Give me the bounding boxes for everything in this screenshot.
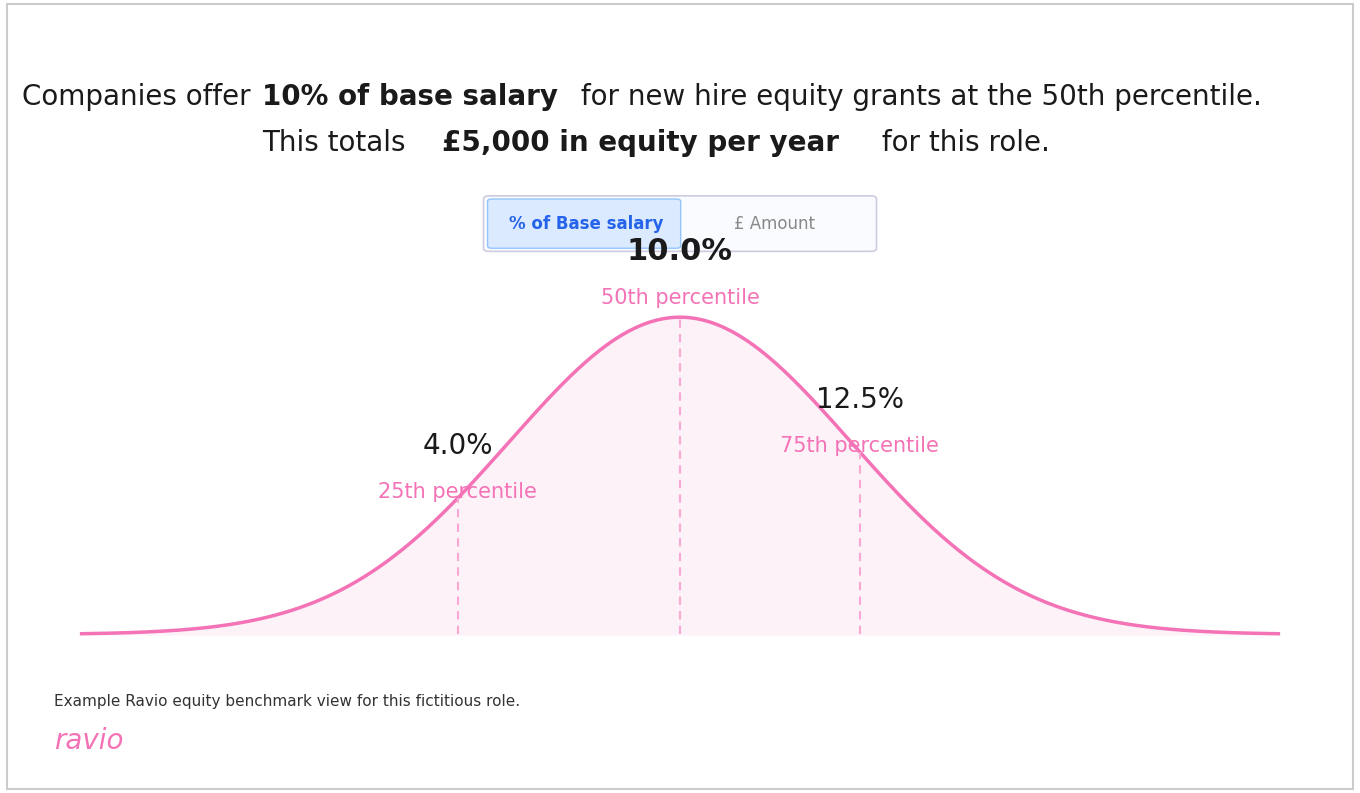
Text: 10.0%: 10.0% [627, 236, 733, 266]
Text: 4.0%: 4.0% [423, 432, 492, 460]
Text: for this role.: for this role. [873, 128, 1050, 157]
Text: ravio: ravio [54, 727, 124, 756]
Text: 25th percentile: 25th percentile [378, 482, 537, 502]
Text: 75th percentile: 75th percentile [781, 435, 938, 456]
FancyBboxPatch shape [487, 199, 680, 248]
Text: £ Amount: £ Amount [733, 215, 815, 232]
Text: This totals: This totals [262, 128, 415, 157]
Text: 12.5%: 12.5% [816, 385, 903, 414]
Text: Companies offer: Companies offer [23, 82, 260, 111]
Text: % of Base salary: % of Base salary [509, 215, 664, 232]
Text: Example Ravio equity benchmark view for this fictitious role.: Example Ravio equity benchmark view for … [54, 695, 521, 709]
Text: £5,000 in equity per year: £5,000 in equity per year [442, 128, 839, 157]
Text: for new hire equity grants at the 50th percentile.: for new hire equity grants at the 50th p… [573, 82, 1262, 111]
FancyBboxPatch shape [484, 196, 877, 251]
Text: 50th percentile: 50th percentile [601, 288, 759, 308]
Text: 10% of base salary: 10% of base salary [262, 82, 559, 111]
